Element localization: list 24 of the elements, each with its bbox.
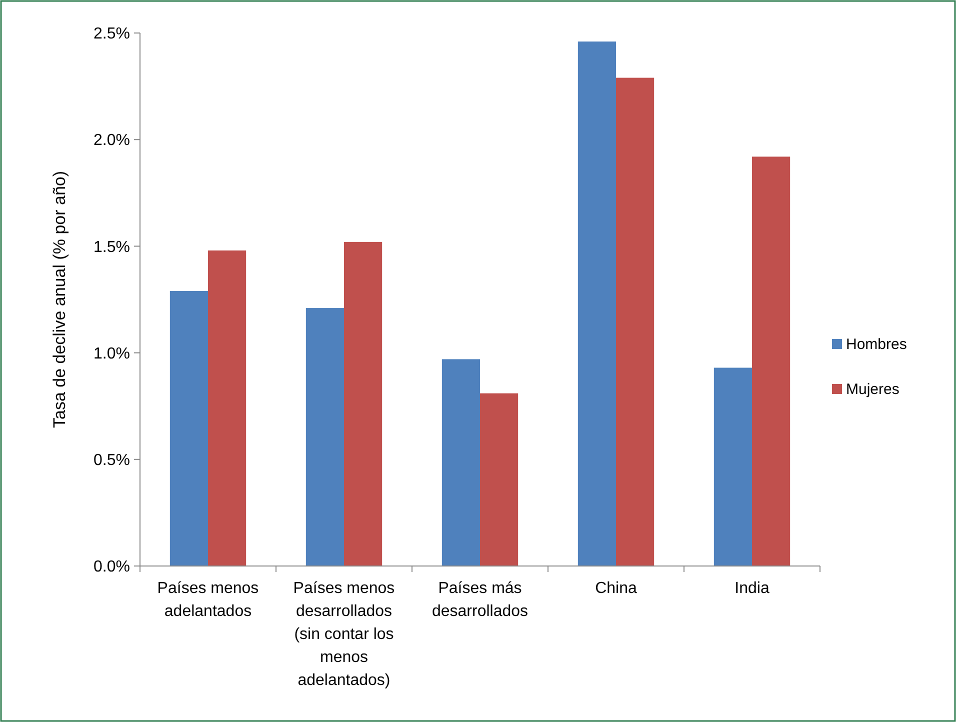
- bar: [306, 308, 344, 566]
- x-tick-label: China: [595, 580, 637, 597]
- y-tick-label: 0.0%: [94, 558, 130, 576]
- bar: [714, 368, 752, 566]
- y-tick-label: 2.0%: [94, 132, 130, 150]
- legend-label: Hombres: [846, 336, 907, 353]
- y-tick-label: 2.5%: [94, 26, 130, 43]
- x-tick-label: Países menos adelantados: [157, 580, 259, 620]
- bar: [344, 242, 382, 566]
- bar: [578, 42, 616, 566]
- x-tick-label: India: [734, 580, 770, 597]
- bar: [442, 359, 480, 566]
- bar: [208, 250, 246, 566]
- legend-label: Mujeres: [846, 381, 900, 398]
- y-tick-label: 0.5%: [94, 452, 130, 469]
- x-tick-label: Países más desarrollados: [432, 580, 528, 620]
- x-tick-label: Países menos desarrollados (sin contar los menos adelantados): [293, 580, 395, 689]
- bar: [752, 156, 790, 566]
- bar: [616, 78, 654, 566]
- y-tick-label: 1.5%: [94, 238, 130, 256]
- y-tick-label: 1.0%: [94, 345, 130, 362]
- bar: [170, 290, 208, 566]
- y-axis-title: Tasa de declive anual (% por año): [50, 170, 69, 428]
- bar: [480, 393, 518, 566]
